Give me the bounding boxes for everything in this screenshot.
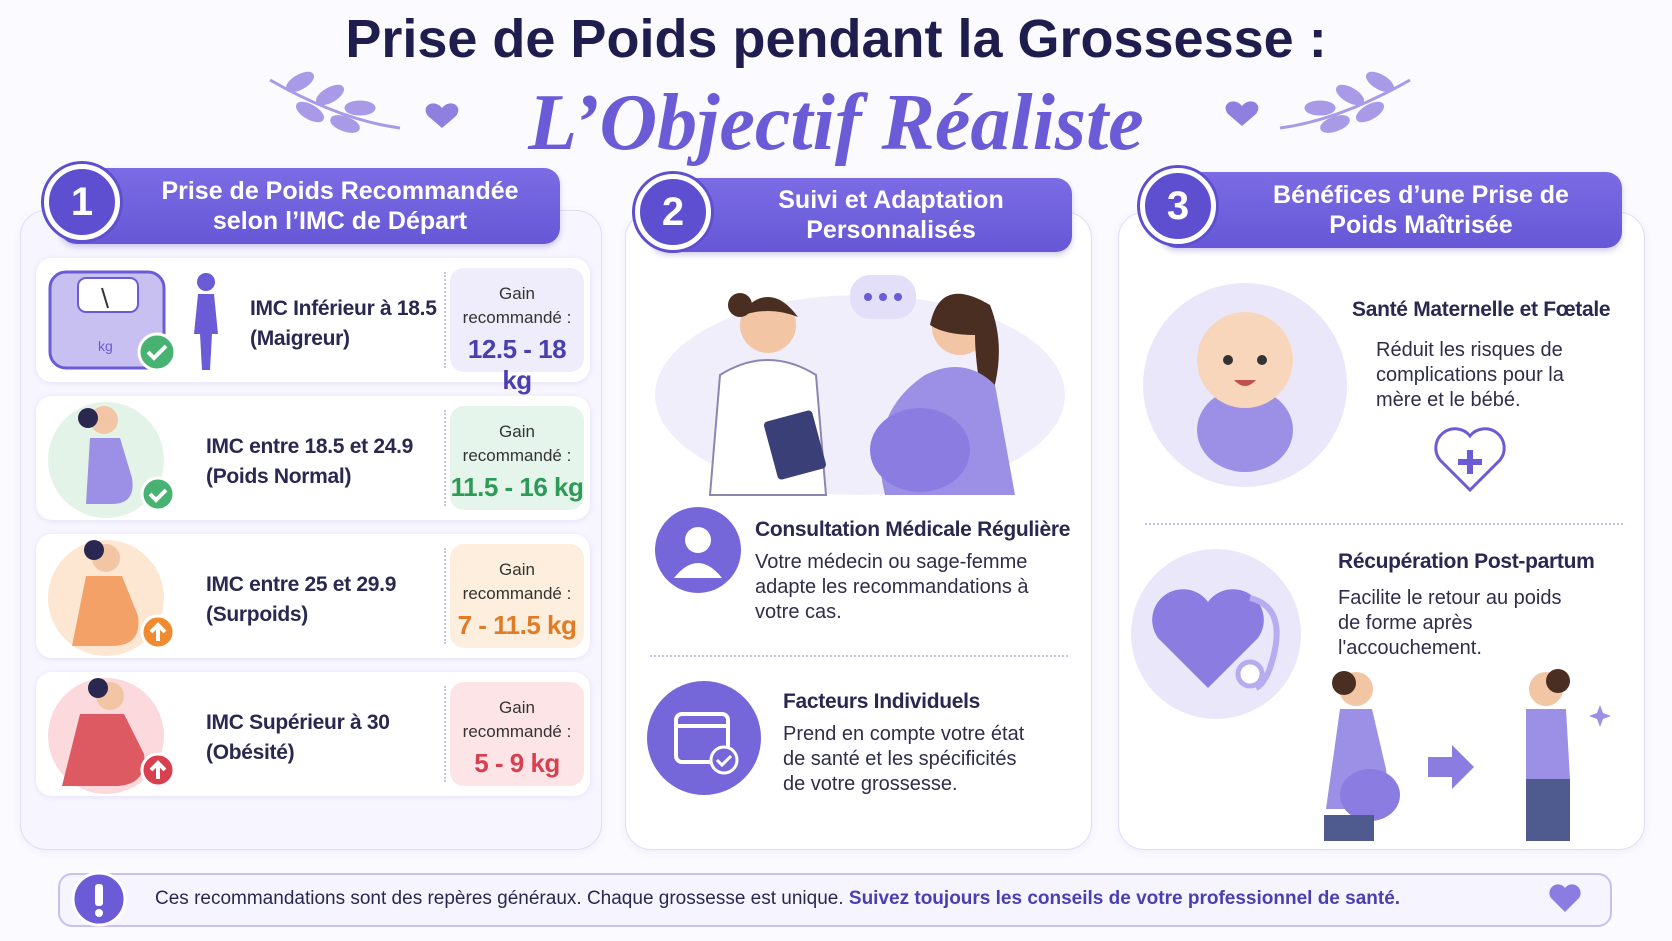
item-title: Santé Maternelle et Fœtale: [1352, 298, 1611, 321]
gain-box: Gain recommandé : 12.5 - 18 kg: [450, 268, 584, 395]
item-text: Prend en compte votre état de santé et l…: [783, 723, 1025, 795]
footer: [58, 873, 1612, 927]
woman-icon: [48, 402, 176, 518]
section-number: 1: [44, 164, 120, 240]
bmi-category: (Surpoids): [206, 603, 308, 626]
section-title: Bénéfices d’une Prise de Poids Maîtrisée: [1160, 172, 1622, 248]
baby-illustration: [1143, 283, 1347, 487]
woman-icon: [48, 678, 176, 794]
section-number: 2: [635, 174, 711, 250]
footer-text: Ces recommandations sont des repères gén…: [155, 888, 1400, 910]
gain-value: 7 - 11.5 kg: [457, 610, 577, 640]
gain-box: Gain recommandé : 5 - 9 kg: [450, 682, 584, 786]
bmi-label: IMC entre 25 et 29.9 (Surpoids): [206, 570, 396, 630]
bmi-category: (Poids Normal): [206, 465, 352, 488]
gain-label: Gain recommandé :: [462, 560, 572, 603]
postpartum-illustration: [1324, 669, 1611, 841]
warning-icon: [71, 871, 127, 927]
gain-box: Gain recommandé : 11.5 - 16 kg: [450, 406, 584, 510]
divider: [444, 548, 446, 644]
bmi-label: IMC entre 18.5 et 24.9 (Poids Normal): [206, 432, 413, 492]
decoration: [269, 71, 1411, 133]
section-title: Prise de Poids Recommandée selon l’IMC d…: [60, 168, 560, 244]
bmi-range: IMC Supérieur à 30: [206, 711, 390, 734]
title: Prise de Poids pendant la Grossesse :: [345, 9, 1327, 69]
gain-value: 5 - 9 kg: [474, 748, 560, 778]
divider: [444, 686, 446, 782]
bmi-category: (Obésité): [206, 741, 295, 764]
bmi-label: IMC Inférieur à 18.5 (Maigreur): [250, 294, 437, 354]
gain-label: Gain recommandé :: [462, 422, 572, 465]
doctor-icon: [655, 507, 741, 593]
gain-value: 11.5 - 16 kg: [450, 472, 584, 502]
bmi-label: IMC Supérieur à 30 (Obésité): [206, 708, 390, 768]
bmi-row: IMC Supérieur à 30 (Obésité) Gain recomma…: [36, 672, 590, 796]
gain-value: 12.5 - 18 kg: [467, 334, 567, 395]
scale-label: kg: [98, 338, 113, 354]
item-title: Récupération Post-partum: [1338, 550, 1595, 573]
heart-plus-icon: [1434, 427, 1506, 493]
footer-emphasis: Suivez toujours les conseils de votre pr…: [848, 888, 1401, 909]
item-text: Votre médecin ou sage-femme adapte les r…: [755, 551, 1029, 623]
calendar-icon: [647, 681, 761, 795]
divider: [444, 272, 446, 368]
bmi-range: IMC entre 18.5 et 24.9: [206, 435, 413, 458]
woman-icon: [48, 540, 176, 656]
item-title: Consultation Médicale Régulière: [755, 518, 1071, 541]
subtitle: L’Objectif Réaliste: [528, 79, 1144, 167]
divider: [444, 410, 446, 506]
bmi-category: (Maigreur): [250, 327, 350, 350]
item-title: Facteurs Individuels: [783, 690, 981, 713]
bmi-range: IMC entre 25 et 29.9: [206, 573, 397, 596]
section-number: 3: [1140, 168, 1216, 244]
bmi-row: IMC entre 18.5 et 24.9 (Poids Normal) Gai…: [36, 396, 590, 520]
figure-icon: [194, 273, 218, 370]
bmi-row: kg IMC Inférieur à 18.5 (Maigreur) Gain r…: [36, 258, 590, 395]
item-text: Réduit les risques de complications pour…: [1376, 339, 1564, 411]
gain-label: Gain recommandé :: [462, 698, 572, 741]
gain-label: Gain recommandé :: [462, 284, 572, 327]
section-title: Suivi et Adaptation Personnalisés: [650, 178, 1072, 252]
bmi-range: IMC Inférieur à 18.5: [250, 297, 437, 320]
divider: [650, 655, 1068, 657]
heart-icon: [1549, 884, 1581, 912]
heart-illustration: [1131, 549, 1301, 719]
gain-box: Gain recommandé : 7 - 11.5 kg: [450, 544, 584, 648]
scale-icon: [48, 270, 177, 372]
footer-note: Ces recommandations sont des repères gén…: [155, 888, 844, 909]
divider: [1145, 523, 1623, 525]
bmi-row: IMC entre 25 et 29.9 (Surpoids) Gain reco…: [36, 534, 590, 658]
consultation-illustration: [655, 275, 1065, 496]
item-text: Facilite le retour au poids de forme apr…: [1338, 587, 1562, 659]
